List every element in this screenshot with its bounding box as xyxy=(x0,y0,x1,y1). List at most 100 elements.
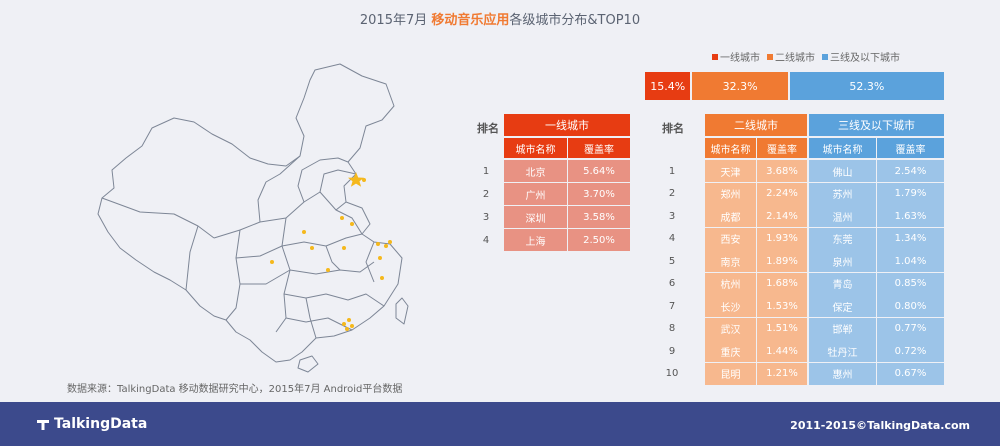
tier1-coverage-cell: 3.70% xyxy=(568,183,630,205)
title-prefix: 2015年7月 xyxy=(359,13,432,28)
tier2-coverage-cell: 2.24% xyxy=(757,182,807,205)
data-source-note: 数据来源：TalkingData 移动数据研究中心，2015年7月 Androi… xyxy=(67,384,403,395)
rank-number: 3 xyxy=(482,211,490,223)
tier3-coverage-cell: 2.54% xyxy=(877,160,944,182)
rank-number: 1 xyxy=(482,165,490,177)
tier2-coverage-cell: 1.51% xyxy=(757,317,807,340)
tier3-coverage-cell: 0.77% xyxy=(877,317,944,340)
copyright: 2011-2015©TalkingData.com xyxy=(790,419,970,432)
province-border xyxy=(275,217,291,333)
province-border xyxy=(297,157,349,203)
city-dot xyxy=(270,260,274,264)
rank-header-1: 排名 xyxy=(477,122,499,135)
city-dot xyxy=(378,256,382,260)
legend-swatch xyxy=(767,53,773,60)
province-border xyxy=(345,201,371,235)
province-border xyxy=(325,245,341,271)
tier3-city-cell: 泉州 xyxy=(809,250,876,272)
logo-icon xyxy=(37,420,49,430)
rank-header-2: 排名 xyxy=(662,122,684,135)
tier2-coverage-cell: 1.53% xyxy=(757,295,807,317)
province-border xyxy=(213,191,337,239)
province-border xyxy=(240,261,375,285)
rank-number: 10 xyxy=(665,368,679,379)
tier2-coverage-cell: 1.44% xyxy=(757,340,807,362)
rank-number: 7 xyxy=(668,300,676,312)
tier2-city-col-header: 城市名称 xyxy=(705,138,756,158)
title-highlight: 移动音乐应用 xyxy=(431,13,510,28)
city-dot xyxy=(388,240,392,244)
page-title: 2015年7月 移动音乐应用各级城市分布&TOP10 xyxy=(0,9,1000,28)
tier-share-bar: 15.4% 32.3% 52.3% xyxy=(645,72,944,100)
rank-number: 8 xyxy=(668,323,676,334)
tier2-city-cell: 长沙 xyxy=(705,295,756,317)
province-border xyxy=(185,225,199,291)
tier2-coverage-cell: 3.68% xyxy=(757,160,807,182)
tier2-city-cell: 武汉 xyxy=(705,317,756,340)
city-dot xyxy=(310,246,314,250)
tier2-city-cell: 郑州 xyxy=(705,182,756,205)
city-dot xyxy=(326,268,330,272)
footer: TalkingData 2011-2015©TalkingData.com xyxy=(0,402,1000,446)
city-dot xyxy=(350,222,354,226)
province-border xyxy=(225,229,241,321)
talkingdata-logo: TalkingData xyxy=(36,416,147,432)
tier2-coverage-cell: 2.14% xyxy=(757,205,807,227)
tier1-coverage-cell: 2.50% xyxy=(568,229,630,251)
taiwan-island xyxy=(395,297,409,325)
city-dots xyxy=(270,172,392,331)
legend-item-tier2: 二线城市 xyxy=(767,49,815,64)
tier1-city-cell: 上海 xyxy=(504,229,567,251)
tier3-coverage-cell: 0.67% xyxy=(877,362,944,385)
city-dot xyxy=(384,244,388,248)
city-dot xyxy=(376,242,380,246)
city-dot xyxy=(342,322,346,326)
tier1-coverage-col-header: 覆盖率 xyxy=(568,138,630,158)
tier3-coverage-cell: 0.80% xyxy=(877,295,944,317)
tier3-city-cell: 温州 xyxy=(809,205,876,227)
tier1-city-cell: 深圳 xyxy=(504,206,567,228)
tier2-coverage-col-header: 覆盖率 xyxy=(757,138,807,158)
province-border xyxy=(257,155,301,223)
rank-number: 1 xyxy=(668,165,676,177)
share-segment-3: 52.3% xyxy=(789,72,944,100)
rank-number: 6 xyxy=(668,278,676,289)
tier1-coverage-cell: 3.58% xyxy=(568,206,630,228)
tier2-coverage-cell: 1.68% xyxy=(757,272,807,295)
tier3-header: 三线及以下城市 xyxy=(809,114,944,136)
tier2-city-cell: 成都 xyxy=(705,205,756,227)
tier3-city-cell: 惠州 xyxy=(809,362,876,385)
share-segment-2: 32.3% xyxy=(692,72,788,100)
city-dot xyxy=(340,216,344,220)
legend-swatch xyxy=(822,53,828,60)
province-border xyxy=(319,169,357,193)
rank-number: 3 xyxy=(668,210,676,222)
province-border xyxy=(101,197,215,239)
rank-number: 4 xyxy=(482,234,490,246)
province-border xyxy=(305,297,317,339)
tier3-city-cell: 苏州 xyxy=(809,182,876,205)
city-dot xyxy=(302,230,306,234)
tier3-city-cell: 青岛 xyxy=(809,272,876,295)
map-outline xyxy=(97,63,403,363)
tier3-coverage-cell: 1.34% xyxy=(877,227,944,250)
city-dot xyxy=(342,246,346,250)
legend: 一线城市 二线城市 三线及以下城市 xyxy=(712,49,900,64)
rank-number: 2 xyxy=(482,188,490,200)
rank-number: 2 xyxy=(668,188,676,199)
tier1-city-cell: 北京 xyxy=(504,160,567,182)
tier3-city-cell: 保定 xyxy=(809,295,876,317)
province-border xyxy=(283,293,385,307)
tier2-city-cell: 南京 xyxy=(705,250,756,272)
beijing-star xyxy=(348,172,364,187)
tier2-city-cell: 西安 xyxy=(705,227,756,250)
tier3-city-cell: 牡丹江 xyxy=(809,340,876,362)
tier3-city-cell: 东莞 xyxy=(809,227,876,250)
tier1-header: 一线城市 xyxy=(504,114,630,136)
tier2-coverage-cell: 1.21% xyxy=(757,362,807,385)
city-dot xyxy=(350,324,354,328)
tier3-coverage-cell: 1.63% xyxy=(877,205,944,227)
hainan-island xyxy=(297,355,319,373)
city-dot xyxy=(380,276,384,280)
tier1-city-col-header: 城市名称 xyxy=(504,138,567,158)
